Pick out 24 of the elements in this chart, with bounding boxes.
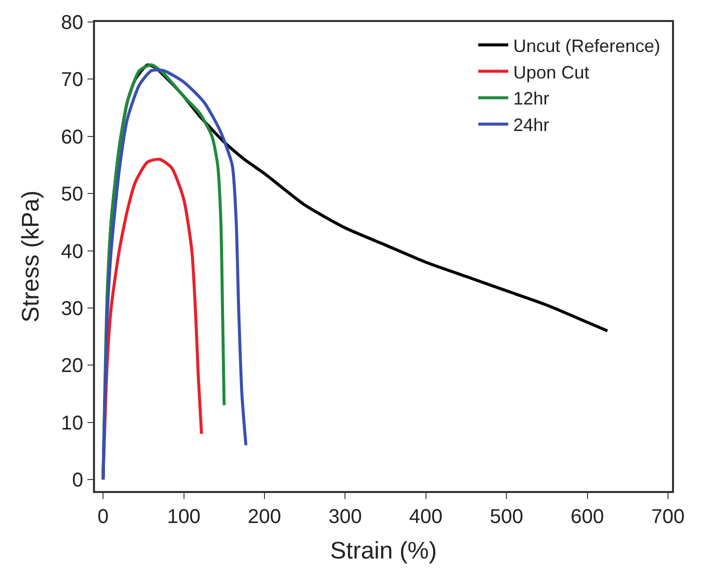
- y-tick-label: 50: [61, 184, 84, 206]
- x-tick-label: 200: [248, 506, 282, 528]
- legend-label: 24hr: [513, 115, 550, 136]
- x-axis-title: Strain (%): [330, 538, 437, 565]
- y-tick-label: 80: [61, 12, 84, 34]
- x-tick-label: 300: [328, 506, 362, 528]
- x-tick-label: 700: [651, 506, 685, 528]
- y-tick-label: 20: [61, 355, 84, 378]
- x-tick-label: 500: [490, 506, 524, 528]
- y-tick-label: 10: [61, 412, 84, 434]
- x-tick-label: 400: [409, 506, 443, 528]
- y-tick-label: 0: [72, 470, 84, 492]
- x-tick-label: 0: [98, 506, 109, 528]
- legend-label: Upon Cut: [513, 62, 590, 82]
- line-series: [102, 68, 248, 482]
- y-tick-label: 60: [61, 126, 84, 148]
- y-tick-label: 70: [61, 69, 84, 92]
- y-tick-label: 40: [61, 240, 84, 263]
- legend-label: 12hr: [513, 88, 550, 109]
- x-tick-label: 600: [570, 506, 604, 528]
- legend-label: Uncut (Reference): [513, 36, 660, 56]
- x-tick-label: 100: [167, 506, 200, 528]
- y-tick-label: 30: [61, 298, 84, 320]
- y-axis-title: Stress (kPa): [18, 190, 45, 323]
